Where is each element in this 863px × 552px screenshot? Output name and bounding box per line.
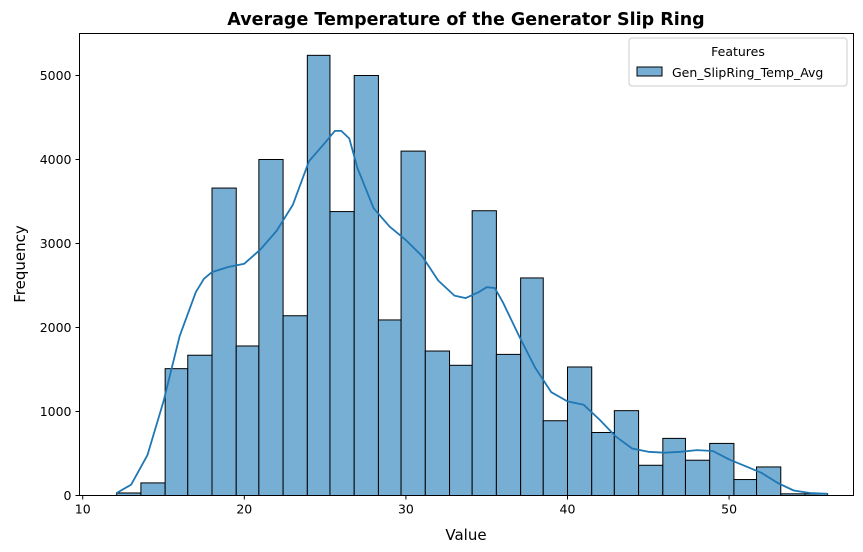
histogram-bar xyxy=(235,345,260,497)
histogram-bar xyxy=(471,210,497,497)
histogram-bar xyxy=(377,319,402,496)
x-tick-label: 30 xyxy=(398,502,414,517)
x-tick-label: 50 xyxy=(721,502,737,517)
histogram-bar xyxy=(449,364,473,496)
histogram-bar xyxy=(282,315,308,496)
histogram-bar xyxy=(638,464,664,497)
histogram-bar xyxy=(591,432,615,496)
legend-swatch xyxy=(636,66,663,77)
y-axis-label: Frequency xyxy=(11,225,29,303)
kde-curve xyxy=(116,130,828,495)
histogram-bar xyxy=(733,479,758,497)
x-axis: 10 20 30 40 50 xyxy=(75,495,737,517)
histogram-bar xyxy=(662,437,686,497)
histogram-bar xyxy=(258,159,284,496)
legend: Features Gen_SlipRing_Temp_Avg xyxy=(628,37,848,87)
x-axis-label: Value xyxy=(445,526,486,544)
y-tick-label: 1000 xyxy=(40,404,72,419)
histogram-bar xyxy=(756,466,782,497)
y-tick-label: 4000 xyxy=(40,152,72,167)
histogram-bars xyxy=(116,54,829,497)
histogram-bar xyxy=(542,420,568,496)
histogram-bar xyxy=(566,366,593,497)
histogram-bar xyxy=(613,410,640,496)
chart-title: Average Temperature of the Generator Sli… xyxy=(227,10,704,30)
plot-frame xyxy=(79,33,854,496)
y-tick-label: 2000 xyxy=(40,320,72,335)
y-axis: 0 1000 2000 3000 4000 5000 xyxy=(40,68,80,503)
legend-title: Features xyxy=(711,44,765,59)
histogram-bar xyxy=(424,350,451,496)
histogram-bar xyxy=(211,187,237,496)
x-tick-label: 20 xyxy=(236,502,252,517)
x-tick-label: 10 xyxy=(75,502,91,517)
histogram-bar xyxy=(495,353,522,496)
y-tick-label: 5000 xyxy=(40,68,72,83)
histogram-bar xyxy=(187,354,213,496)
y-tick-label: 0 xyxy=(64,488,72,503)
x-tick-label: 40 xyxy=(560,502,576,517)
legend-entry-label: Gen_SlipRing_Temp_Avg xyxy=(672,65,823,80)
histogram-bar xyxy=(329,211,355,497)
histogram-bar xyxy=(306,54,331,497)
histogram-bar xyxy=(684,459,711,496)
plot-area xyxy=(79,33,854,497)
histogram-bar xyxy=(140,482,166,496)
histogram-bar xyxy=(520,277,544,496)
histogram-bar xyxy=(164,368,189,496)
legend-box xyxy=(628,37,848,87)
histogram-bar xyxy=(400,150,426,496)
histogram-bar xyxy=(353,75,379,496)
y-tick-label: 3000 xyxy=(40,236,72,251)
